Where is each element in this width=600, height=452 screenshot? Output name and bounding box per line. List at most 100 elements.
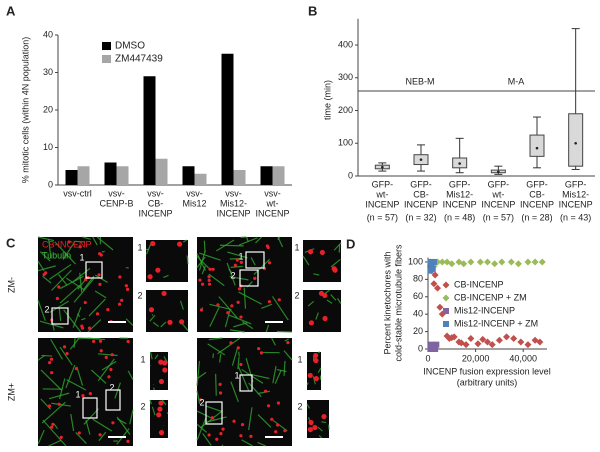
point [538,258,546,266]
kinetochore-spot [270,417,274,421]
x-tick-label: GFP- [526,179,548,189]
kinetochore-spot [117,302,122,306]
kinetochore-spot [221,427,225,431]
micrograph [197,338,292,446]
tubulin-fiber [76,366,84,386]
tubulin-fiber [160,321,167,328]
x-tick-label: INCENP [138,208,172,218]
tubulin-fiber [196,360,201,386]
tubulin-fiber [72,306,82,328]
kinetochore-spot [207,282,212,286]
kinetochore-spot [98,433,102,437]
tubulin-fiber [92,418,113,432]
kinetochore-spot [158,430,165,436]
tubulin-fiber [251,374,270,380]
kinetochore-spot [88,391,92,396]
kinetochore-spot [277,298,281,302]
tubulin-fiber [127,370,134,381]
tubulin-fiber [257,441,267,447]
tubulin-fiber [51,269,72,291]
kinetochore-spot [207,278,211,282]
kinetochore-spot [98,339,103,343]
kinetochore-spot [237,287,242,291]
kinetochore-spot [158,400,164,406]
tubulin-fiber [69,337,80,350]
box [568,113,584,167]
legend-marker [443,308,449,314]
x-tick-label: wt- [266,198,279,208]
tubulin-fiber [40,369,62,391]
kinetochore-spot [226,311,230,315]
tubulin-fiber [336,297,342,305]
kinetochore-spot [257,346,261,351]
point [429,265,436,272]
x-tick-label: GFP- [565,179,587,189]
point [432,346,439,352]
tubulin-fiber [237,357,240,370]
y-axis-label: Percent kinetochores with [382,251,392,354]
roi-box [51,307,69,325]
kinetochore-spot [148,307,155,313]
tubulin-fiber [97,358,115,382]
inset-label: 1 [294,242,299,252]
tubulin-fiber [261,303,273,309]
kinetochore-spot [104,355,108,359]
x-tick-label: 40,000 [509,353,537,363]
kinetochore-spot [65,352,69,356]
tubulin-fiber [48,392,70,400]
x-tick-label: Mis12- [562,189,589,199]
tubulin-fiber [39,251,51,262]
kinetochore-spot [283,429,287,433]
kinetochore-spot [313,352,319,359]
kinetochore-spot [267,300,272,304]
tubulin-fiber [98,431,107,442]
tubulin-fiber [73,337,76,348]
tubulin-fiber [326,299,333,304]
roi-label: 2 [109,382,114,392]
kinetochore-spot [176,241,183,247]
tubulin-fiber [53,423,59,430]
tubulin-fiber [230,381,239,403]
tubulin-fiber [333,242,342,251]
tubulin-fiber [37,299,46,321]
kinetochore-spot [215,437,219,441]
x-axis-label: INCENP fusion expression level [423,366,550,376]
tubulin-fiber [48,439,62,447]
y-tick-label: 10 [43,142,53,152]
roi-label: 1 [238,251,243,261]
tubulin-fiber [230,265,243,268]
bar [155,158,168,185]
kinetochore-spot [274,430,278,434]
kinetochore-spot [286,340,290,345]
kinetochore-spot [126,439,130,443]
inset-label: 2 [294,290,299,300]
n-label: (n = 32) [405,212,436,222]
n-label: (n = 48) [444,212,475,222]
roi-label: 1 [234,370,239,380]
tubulin-fiber [101,360,117,371]
tubulin-fiber [283,360,286,376]
kinetochore-spot [162,367,168,373]
kinetochore-spot [319,249,325,256]
point [476,258,484,266]
panel-c: C ZM- ZM+ 1212121212121212CB-INCENPTubul… [6,235,342,447]
n-label: (n = 57) [483,212,514,222]
x-tick-label: INCENP [559,199,593,209]
y-tick-label: 300 [338,72,353,82]
point [510,335,518,343]
tubulin-fiber [317,367,322,374]
tubulin-fiber [182,239,188,243]
tubulin-fiber [74,240,85,243]
kinetochore-spot [125,287,130,291]
y-tick-label: 200 [338,105,353,115]
tubulin-fiber [317,351,321,354]
legend-label: CB-INCENP + ZM [454,292,527,302]
tubulin-fiber [154,354,159,360]
bar [272,166,285,185]
tubulin-fiber [208,273,225,287]
y-tick-label: 80 [413,274,423,284]
roi-box [239,269,259,287]
tubulin-fiber [217,337,241,355]
median [497,170,500,174]
point [460,260,468,268]
